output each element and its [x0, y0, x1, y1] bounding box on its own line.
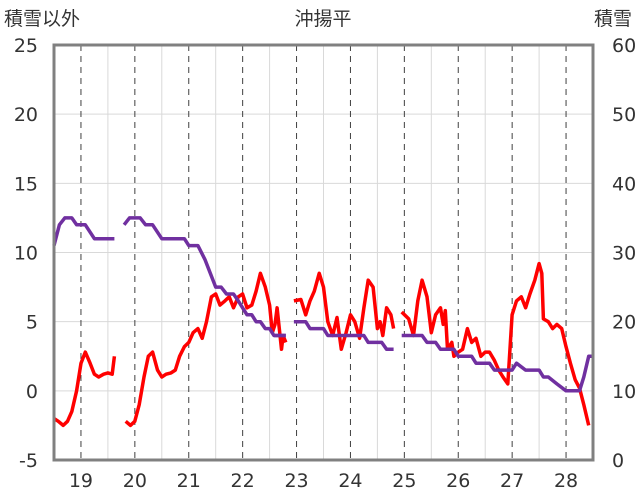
left-tick-label: 25	[14, 35, 38, 57]
left-tick-label: 10	[14, 243, 38, 265]
chart-title: 沖揚平	[294, 8, 351, 30]
grid-layer	[54, 45, 593, 460]
x-tick-label: 19	[69, 470, 93, 492]
non-snow-series-line	[400, 261, 591, 426]
snow-depth-series-line	[401, 333, 593, 393]
x-tick-label: 26	[446, 470, 470, 492]
left-tick-label: 0	[26, 381, 38, 403]
x-tick-label: 27	[500, 470, 524, 492]
x-tick-label: 20	[123, 470, 147, 492]
non-snow-series-line	[293, 271, 396, 352]
right-tick-label: 50	[612, 104, 636, 126]
left-tick-label: 5	[26, 312, 38, 334]
tick-label-layer: -5 0 5 10 15 20 25 0 10 20 30 40 50 60 19 20 21 22 23 24 25 2…	[14, 35, 636, 492]
non-snow-series-line	[53, 350, 117, 428]
right-tick-label: 60	[612, 35, 636, 57]
non-snow-series-line	[124, 271, 288, 428]
left-tick-label: 15	[14, 173, 38, 195]
right-tick-label: 30	[612, 243, 636, 265]
x-tick-label: 22	[231, 470, 255, 492]
left-axis-label: 積雪以外	[4, 8, 80, 30]
right-tick-label: 10	[612, 381, 636, 403]
left-tick-label: -5	[19, 450, 38, 472]
right-tick-label: 40	[612, 173, 636, 195]
plot-frame	[52, 43, 595, 462]
right-axis-label: 積雪	[594, 8, 632, 30]
x-tick-label: 21	[177, 470, 201, 492]
right-tick-label: 0	[612, 450, 624, 472]
x-tick-label: 28	[554, 470, 578, 492]
series-layer	[52, 216, 593, 428]
snow-depth-series-line	[52, 216, 115, 247]
left-tick-label: 20	[14, 104, 38, 126]
right-tick-label: 20	[612, 312, 636, 334]
x-tick-label: 24	[338, 470, 362, 492]
snow-depth-series-line	[293, 319, 394, 352]
x-tick-label: 25	[392, 470, 416, 492]
snow-depth-series-line	[122, 216, 286, 338]
x-tick-label: 23	[284, 470, 308, 492]
